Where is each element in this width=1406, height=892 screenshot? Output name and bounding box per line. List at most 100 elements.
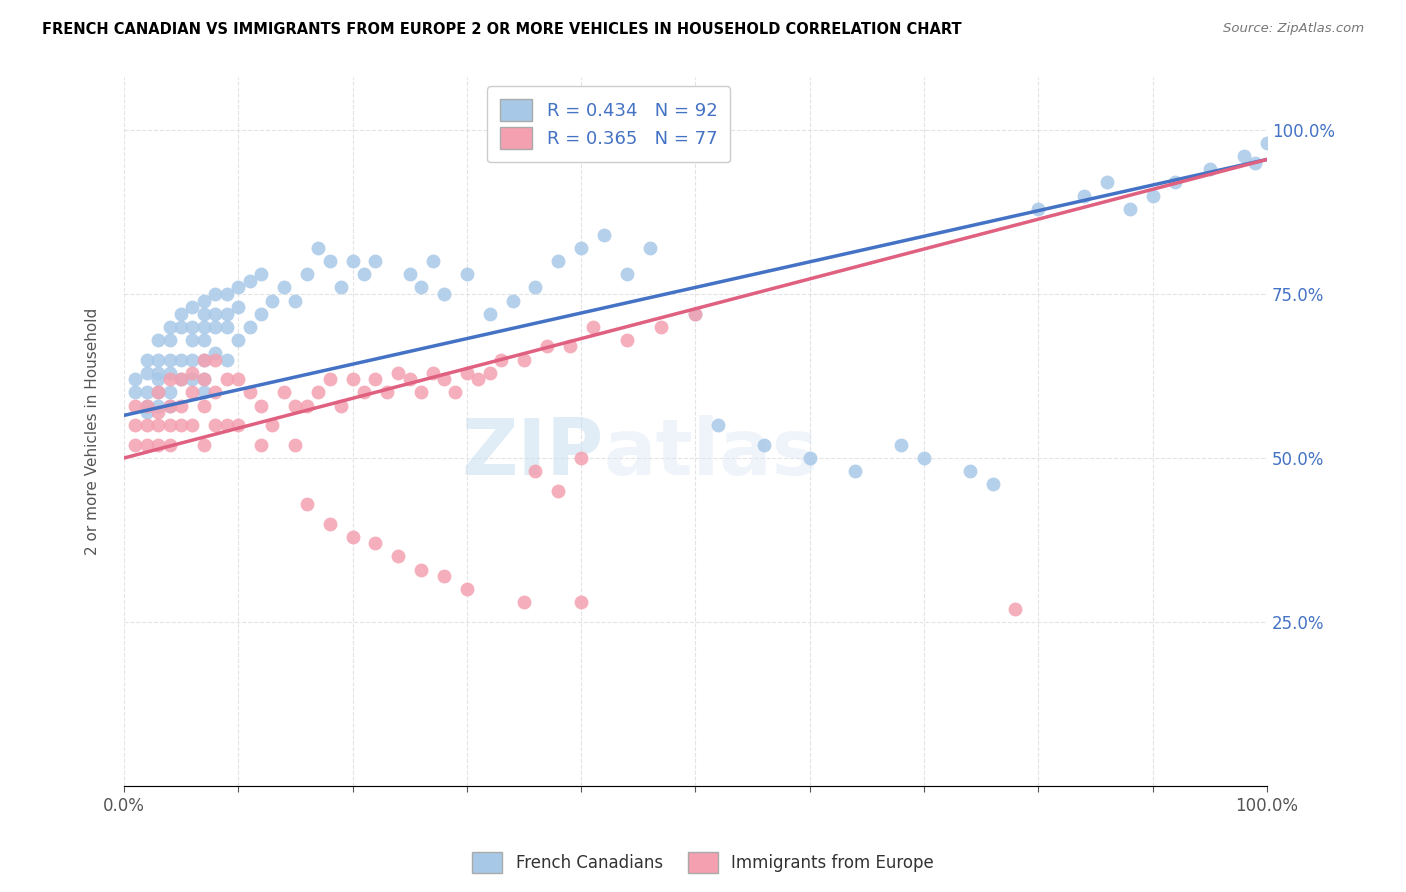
Point <box>124 399 146 413</box>
Point <box>558 339 581 353</box>
Point <box>342 254 364 268</box>
Point <box>193 293 215 308</box>
Point <box>1233 149 1256 163</box>
Point <box>135 385 157 400</box>
Point <box>422 366 444 380</box>
Point <box>799 450 821 465</box>
Point <box>295 399 318 413</box>
Point <box>262 293 284 308</box>
Point <box>685 307 707 321</box>
Point <box>135 405 157 419</box>
Point <box>433 569 456 583</box>
Point <box>159 333 181 347</box>
Point <box>181 319 204 334</box>
Point <box>181 385 204 400</box>
Point <box>1198 162 1220 177</box>
Point <box>181 418 204 433</box>
Point <box>1119 202 1142 216</box>
Point <box>1095 176 1118 190</box>
Point <box>478 307 501 321</box>
Point <box>250 268 273 282</box>
Point <box>342 530 364 544</box>
Point <box>398 268 420 282</box>
Point <box>912 450 935 465</box>
Point <box>148 372 170 386</box>
Point <box>1244 155 1267 169</box>
Point <box>226 372 249 386</box>
Point <box>204 385 226 400</box>
Point <box>148 438 170 452</box>
Point <box>159 399 181 413</box>
Point <box>148 385 170 400</box>
Point <box>135 399 157 413</box>
Point <box>215 418 238 433</box>
Point <box>330 280 353 294</box>
Point <box>215 352 238 367</box>
Point <box>215 307 238 321</box>
Point <box>524 464 547 478</box>
Text: ZIP: ZIP <box>461 415 605 491</box>
Point <box>204 287 226 301</box>
Point <box>193 385 215 400</box>
Point <box>364 372 387 386</box>
Point <box>181 366 204 380</box>
Point <box>124 372 146 386</box>
Point <box>193 372 215 386</box>
Point <box>239 319 262 334</box>
Point <box>364 254 387 268</box>
Point <box>170 372 193 386</box>
Y-axis label: 2 or more Vehicles in Household: 2 or more Vehicles in Household <box>86 308 100 556</box>
Point <box>284 399 307 413</box>
Point <box>489 352 512 367</box>
Point <box>250 307 273 321</box>
Point <box>215 372 238 386</box>
Point <box>536 339 558 353</box>
Point <box>398 372 420 386</box>
Point <box>148 333 170 347</box>
Point <box>159 438 181 452</box>
Point <box>456 366 478 380</box>
Point <box>204 352 226 367</box>
Point <box>193 307 215 321</box>
Point <box>239 274 262 288</box>
Point <box>159 352 181 367</box>
Point <box>284 438 307 452</box>
Point <box>318 372 340 386</box>
Point <box>433 287 456 301</box>
Point <box>159 385 181 400</box>
Point <box>135 399 157 413</box>
Point <box>685 307 707 321</box>
Point <box>193 399 215 413</box>
Point <box>409 563 432 577</box>
Point <box>193 319 215 334</box>
Point <box>1073 188 1095 202</box>
Point <box>159 366 181 380</box>
Point <box>593 227 616 242</box>
Point <box>204 319 226 334</box>
Point <box>148 405 170 419</box>
Point <box>387 549 409 564</box>
Point <box>181 352 204 367</box>
Point <box>170 319 193 334</box>
Point <box>444 385 467 400</box>
Point <box>478 366 501 380</box>
Point <box>193 372 215 386</box>
Point <box>616 268 638 282</box>
Point <box>181 372 204 386</box>
Point <box>502 293 524 308</box>
Point <box>707 418 730 433</box>
Point <box>547 483 569 498</box>
Point <box>569 595 592 609</box>
Point <box>193 352 215 367</box>
Point <box>215 287 238 301</box>
Point <box>193 438 215 452</box>
Text: atlas: atlas <box>605 415 818 491</box>
Point <box>650 319 672 334</box>
Point <box>547 254 569 268</box>
Point <box>181 333 204 347</box>
Point <box>226 418 249 433</box>
Point <box>467 372 489 386</box>
Point <box>456 582 478 597</box>
Point <box>342 372 364 386</box>
Point <box>273 280 295 294</box>
